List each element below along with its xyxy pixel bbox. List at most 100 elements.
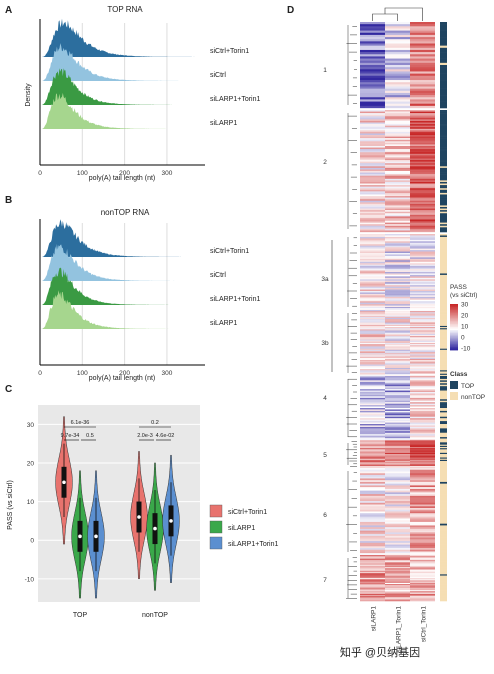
class-bar-cell <box>440 313 447 315</box>
heatmap-cell <box>410 393 435 396</box>
heatmap-cell <box>410 582 435 585</box>
heatmap-cell <box>360 62 385 66</box>
heatmap-cell <box>360 24 385 27</box>
heatmap-cell <box>410 239 435 242</box>
heatmap-cell <box>385 399 410 402</box>
class-bar-cell <box>440 92 447 96</box>
heatmap-cell <box>360 166 385 169</box>
heatmap-cell <box>360 406 385 409</box>
cluster-label: 1 <box>323 67 327 74</box>
heatmap-cell <box>385 333 410 336</box>
heatmap-cell <box>360 399 385 402</box>
heatmap-cell <box>385 528 410 531</box>
legend-gradient-step <box>450 325 458 328</box>
heatmap-cell <box>385 422 410 425</box>
heatmap-cell <box>360 180 385 183</box>
heatmap-cell <box>360 478 385 481</box>
heatmap-cell <box>385 158 410 161</box>
heatmap-cell <box>410 527 435 530</box>
heatmap-cell <box>385 183 410 186</box>
legend-tick: 0 <box>461 334 465 341</box>
heatmap-cell <box>385 441 410 443</box>
class-bar-cell <box>440 441 447 443</box>
heatmap-cell <box>360 101 385 104</box>
sig-pvalue-right: 0.5 <box>86 433 94 439</box>
heatmap-cell <box>385 56 410 59</box>
heatmap-cell <box>410 564 435 567</box>
heatmap-cell <box>360 332 385 335</box>
heatmap-cell <box>360 225 385 228</box>
class-bar-cell <box>440 314 447 316</box>
heatmap-cell <box>410 497 435 500</box>
heatmap-cell <box>410 530 435 533</box>
heatmap-cell <box>410 464 435 466</box>
heatmap-cell <box>385 214 410 217</box>
heatmap-cell <box>385 356 410 359</box>
class-bar-cell <box>440 429 447 432</box>
heatmap-cell <box>410 82 435 85</box>
heatmap-cell <box>410 282 435 284</box>
class-bar-cell <box>440 217 447 220</box>
heatmap-cell <box>385 384 410 387</box>
class-bar-cell <box>440 323 447 326</box>
heatmap-cell <box>360 113 385 115</box>
x-tick-label: 100 <box>77 170 88 177</box>
heatmap-cell <box>360 37 385 40</box>
panel-b-ridgeline: nonTOP RNA siCtrl+Torin1siCtrlsiLARP1+To… <box>38 208 260 382</box>
heatmap-cell <box>410 122 435 125</box>
class-bar-cell <box>440 571 447 574</box>
legend-gradient-step <box>450 319 458 322</box>
heatmap-cell <box>410 255 435 258</box>
heatmap-cell <box>410 139 435 142</box>
class-bar-cell <box>440 197 447 200</box>
heatmap-cell <box>410 279 435 282</box>
class-bar-cell <box>440 465 447 468</box>
heatmap-cell <box>410 88 435 92</box>
heatmap-cell <box>360 322 385 324</box>
heatmap-cell <box>360 277 385 280</box>
heatmap-cell <box>410 478 435 481</box>
heatmap-cell <box>360 289 385 292</box>
heatmap-cell <box>410 227 435 230</box>
panel-b-title: nonTOP RNA <box>101 208 150 217</box>
heatmap-cell <box>385 257 410 260</box>
class-bar-cell <box>440 90 447 94</box>
class-bar-cell <box>440 397 447 400</box>
heatmap-cell <box>360 216 385 219</box>
heatmap-cell <box>410 167 435 170</box>
class-bar-cell <box>440 235 447 238</box>
class-bar-cell <box>440 257 447 260</box>
heatmap-cell <box>360 331 385 334</box>
ridge-label: siLARP1+Torin1 <box>210 296 260 303</box>
class-bar-cell <box>440 548 447 551</box>
heatmap-cell <box>385 138 410 141</box>
heatmap-cell <box>360 457 385 459</box>
heatmap-cell <box>360 476 385 479</box>
heatmap-cell <box>360 43 385 46</box>
panel-label-c: C <box>5 384 12 395</box>
heatmap-cell <box>360 346 385 348</box>
heatmap-cell <box>385 592 410 595</box>
heatmap-cell <box>385 283 410 286</box>
heatmap-cell <box>360 508 385 511</box>
class-bar-cell <box>440 322 447 324</box>
heatmap-cell <box>360 22 385 25</box>
heatmap-cell <box>385 419 410 422</box>
class-bar-cell <box>440 586 447 588</box>
heatmap-cell <box>410 561 435 563</box>
heatmap-cell <box>410 270 435 273</box>
class-bar-cell <box>440 185 447 187</box>
heatmap-cell <box>360 520 385 523</box>
class-bar-cell <box>440 376 447 378</box>
legend-gradient-step <box>450 316 458 319</box>
class-bar-cell <box>440 171 447 173</box>
heatmap-cell <box>360 569 385 572</box>
class-bar-cell <box>440 499 447 502</box>
class-bar-cell <box>440 348 447 351</box>
heatmap-cell <box>360 314 385 316</box>
heatmap-cell <box>410 199 435 202</box>
heatmap-cell <box>385 255 410 258</box>
heatmap-cell <box>360 372 385 375</box>
class-bar-cell <box>440 459 447 462</box>
heatmap-cell <box>410 322 435 324</box>
